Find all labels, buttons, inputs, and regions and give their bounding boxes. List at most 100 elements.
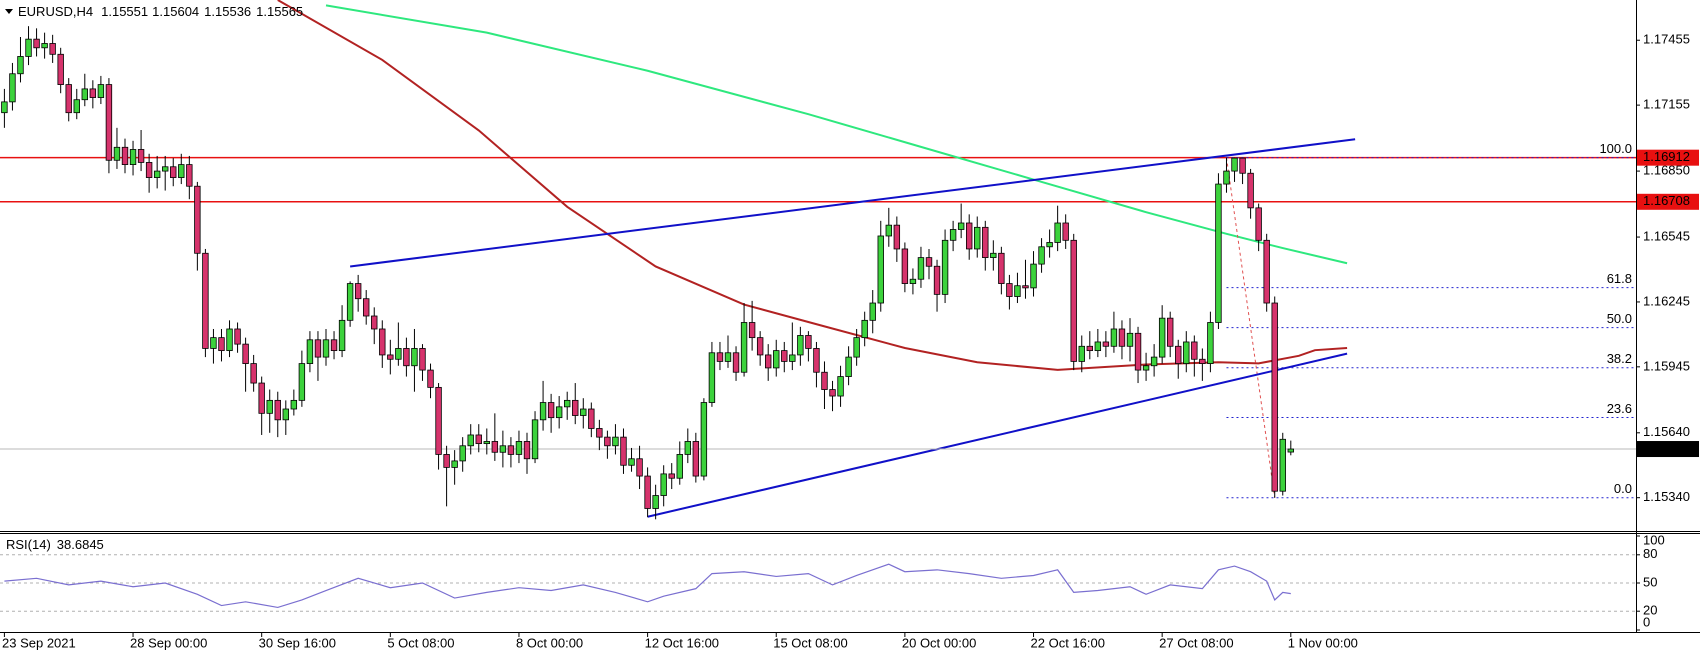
candle-body [362,298,370,317]
candle-body [917,257,925,280]
candle-body [1126,332,1134,347]
symbol: EURUSD,H4 [18,4,93,19]
candle-body [1142,365,1150,371]
rsi-tick-label: 80 [1643,546,1657,561]
candle-body [194,185,201,254]
candle-body [612,436,619,447]
candle-body [853,337,860,358]
candle-body [170,166,177,178]
rsi-tick-label: 0 [1643,614,1650,629]
candle-body [660,473,667,496]
candle-body [266,399,273,414]
candle-body [949,229,957,241]
candle-body [1046,242,1053,248]
candle-body [805,335,812,349]
candle-body [41,43,48,49]
rsi-value: 38.6845 [57,537,104,552]
moving-average [325,4,1348,265]
candle-body [65,84,72,114]
candle-body [628,458,635,466]
x-tick-label: 28 Sep 00:00 [130,635,207,650]
candle-body [933,265,941,295]
candle-body [901,248,909,284]
candle-body [708,352,716,403]
candle-body [580,408,587,416]
candle-body [1207,322,1214,364]
candle-body [57,53,64,85]
candle-body [1086,345,1093,352]
candle-body [789,354,796,362]
candle-body [925,257,933,267]
fib-level-label: 38.2 [1607,351,1632,366]
candle-body [346,283,354,321]
candle-body [49,43,56,55]
candle-body [1239,157,1246,174]
candle-body [1062,222,1069,241]
candle-body [821,371,828,390]
x-tick-label: 15 Oct 08:00 [773,635,847,650]
candle-body [588,408,595,429]
candle-body [73,99,80,114]
menu-arrow[interactable] [5,9,13,14]
candle-body [33,38,40,49]
candle-body [523,441,531,460]
candle-body [957,222,965,230]
x-tick-label: 20 Oct 00:00 [902,635,976,650]
close-price: 1.15565 [256,4,303,19]
candle-body [1094,341,1102,352]
candle-body [668,473,675,479]
candle-body [692,441,700,477]
main-plot: 100.0 61.8 50.0 38.2 23.6 0.0 [0,0,1636,520]
candle-body [459,445,466,462]
y-tick-label: 1.16850 [1643,163,1690,178]
candle-body [564,399,571,408]
x-tick-label: 23 Sep 2021 [2,635,76,650]
candle-body [515,441,523,455]
fib-level-label: 0.0 [1614,481,1632,496]
current-price-box [1637,441,1699,458]
moving-average [277,0,1348,371]
y-tick-label: 1.15340 [1643,489,1690,504]
candle-body [210,337,217,349]
candle-body [604,436,611,447]
candle-body [909,278,917,284]
candle-body [732,352,740,373]
fib-level-label: 61.8 [1607,271,1632,286]
candle-body [395,348,402,360]
candle-body [829,389,836,397]
y-tick-label: 1.16245 [1643,293,1690,308]
candle-body [499,445,507,453]
candle-body [676,454,683,479]
candle-body [845,356,852,377]
candle-body [387,354,394,360]
candle-body [153,170,161,178]
candle-body [1022,285,1029,289]
candle-body [298,363,306,401]
candle-body [572,399,579,416]
candle-body [322,339,330,358]
candle-body [202,252,209,349]
rsi-tick-label: 20 [1643,603,1657,618]
candle-body [105,84,113,161]
candle-body [1078,345,1085,362]
fib-level-label: 50.0 [1607,311,1632,326]
candle-body [491,441,499,453]
rsi-line [4,563,1291,609]
candle-body [282,408,289,421]
candle-body [443,454,450,468]
candle-body [539,402,547,421]
trendline [349,138,1356,268]
candle-body [371,315,378,330]
candle-body [1070,239,1077,362]
x-tick-label: 1 Nov 00:00 [1288,635,1358,650]
candle-body [17,56,24,75]
candle-body [716,352,724,362]
rsi-plot [0,554,1636,612]
candle-body [941,239,949,295]
candle-body [797,335,804,356]
candle-body [982,226,989,259]
candle-body [893,224,901,250]
candle-body [467,434,474,447]
candle-body [1038,246,1045,265]
